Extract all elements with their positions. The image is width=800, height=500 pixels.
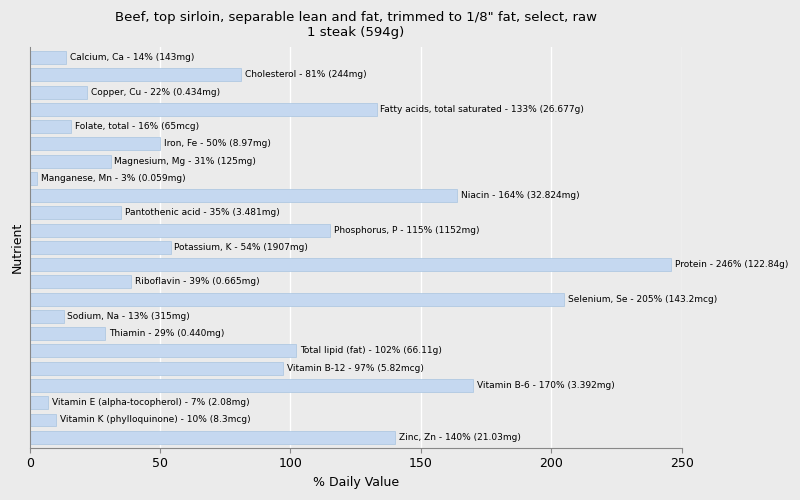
Text: Vitamin B-6 - 170% (3.392mg): Vitamin B-6 - 170% (3.392mg): [477, 381, 614, 390]
Bar: [30, 68, 241, 82]
Bar: [30, 431, 395, 444]
Text: Riboflavin - 39% (0.665mg): Riboflavin - 39% (0.665mg): [135, 278, 260, 286]
Text: Cholesterol - 81% (244mg): Cholesterol - 81% (244mg): [245, 70, 366, 80]
Text: Folate, total - 16% (65mcg): Folate, total - 16% (65mcg): [75, 122, 199, 131]
Bar: [30, 362, 282, 374]
Bar: [30, 276, 131, 288]
Bar: [30, 86, 87, 98]
Text: Sodium, Na - 13% (315mg): Sodium, Na - 13% (315mg): [67, 312, 190, 321]
Bar: [30, 396, 48, 409]
Bar: [30, 154, 110, 168]
Text: Manganese, Mn - 3% (0.059mg): Manganese, Mn - 3% (0.059mg): [42, 174, 186, 183]
Text: Thiamin - 29% (0.440mg): Thiamin - 29% (0.440mg): [110, 329, 225, 338]
Text: Copper, Cu - 22% (0.434mg): Copper, Cu - 22% (0.434mg): [91, 88, 220, 96]
Bar: [30, 120, 71, 133]
Bar: [30, 224, 330, 236]
Bar: [30, 189, 458, 202]
Bar: [30, 327, 106, 340]
Bar: [30, 344, 296, 358]
Bar: [30, 206, 121, 220]
Bar: [30, 138, 160, 150]
Text: Selenium, Se - 205% (143.2mcg): Selenium, Se - 205% (143.2mcg): [568, 294, 718, 304]
Bar: [30, 103, 377, 116]
Text: Phosphorus, P - 115% (1152mg): Phosphorus, P - 115% (1152mg): [334, 226, 479, 234]
Text: Pantothenic acid - 35% (3.481mg): Pantothenic acid - 35% (3.481mg): [125, 208, 280, 218]
Text: Niacin - 164% (32.824mg): Niacin - 164% (32.824mg): [462, 191, 580, 200]
Y-axis label: Nutrient: Nutrient: [11, 222, 24, 273]
Text: Calcium, Ca - 14% (143mg): Calcium, Ca - 14% (143mg): [70, 53, 194, 62]
Text: Total lipid (fat) - 102% (66.11g): Total lipid (fat) - 102% (66.11g): [300, 346, 442, 356]
Title: Beef, top sirloin, separable lean and fat, trimmed to 1/8" fat, select, raw
1 st: Beef, top sirloin, separable lean and fa…: [114, 11, 597, 39]
Bar: [30, 241, 170, 254]
Text: Vitamin E (alpha-tocopherol) - 7% (2.08mg): Vitamin E (alpha-tocopherol) - 7% (2.08m…: [52, 398, 250, 407]
Text: Vitamin B-12 - 97% (5.82mcg): Vitamin B-12 - 97% (5.82mcg): [286, 364, 423, 372]
Bar: [30, 51, 66, 64]
Text: Magnesium, Mg - 31% (125mg): Magnesium, Mg - 31% (125mg): [114, 156, 256, 166]
X-axis label: % Daily Value: % Daily Value: [313, 476, 398, 489]
Bar: [30, 310, 63, 323]
Bar: [30, 172, 38, 185]
Text: Iron, Fe - 50% (8.97mg): Iron, Fe - 50% (8.97mg): [164, 140, 271, 148]
Bar: [30, 258, 671, 271]
Text: Protein - 246% (122.84g): Protein - 246% (122.84g): [675, 260, 789, 269]
Text: Vitamin K (phylloquinone) - 10% (8.3mcg): Vitamin K (phylloquinone) - 10% (8.3mcg): [60, 416, 250, 424]
Bar: [30, 379, 473, 392]
Text: Potassium, K - 54% (1907mg): Potassium, K - 54% (1907mg): [174, 243, 308, 252]
Text: Fatty acids, total saturated - 133% (26.677g): Fatty acids, total saturated - 133% (26.…: [381, 105, 584, 114]
Text: Zinc, Zn - 140% (21.03mg): Zinc, Zn - 140% (21.03mg): [398, 433, 521, 442]
Bar: [30, 414, 56, 426]
Bar: [30, 292, 564, 306]
